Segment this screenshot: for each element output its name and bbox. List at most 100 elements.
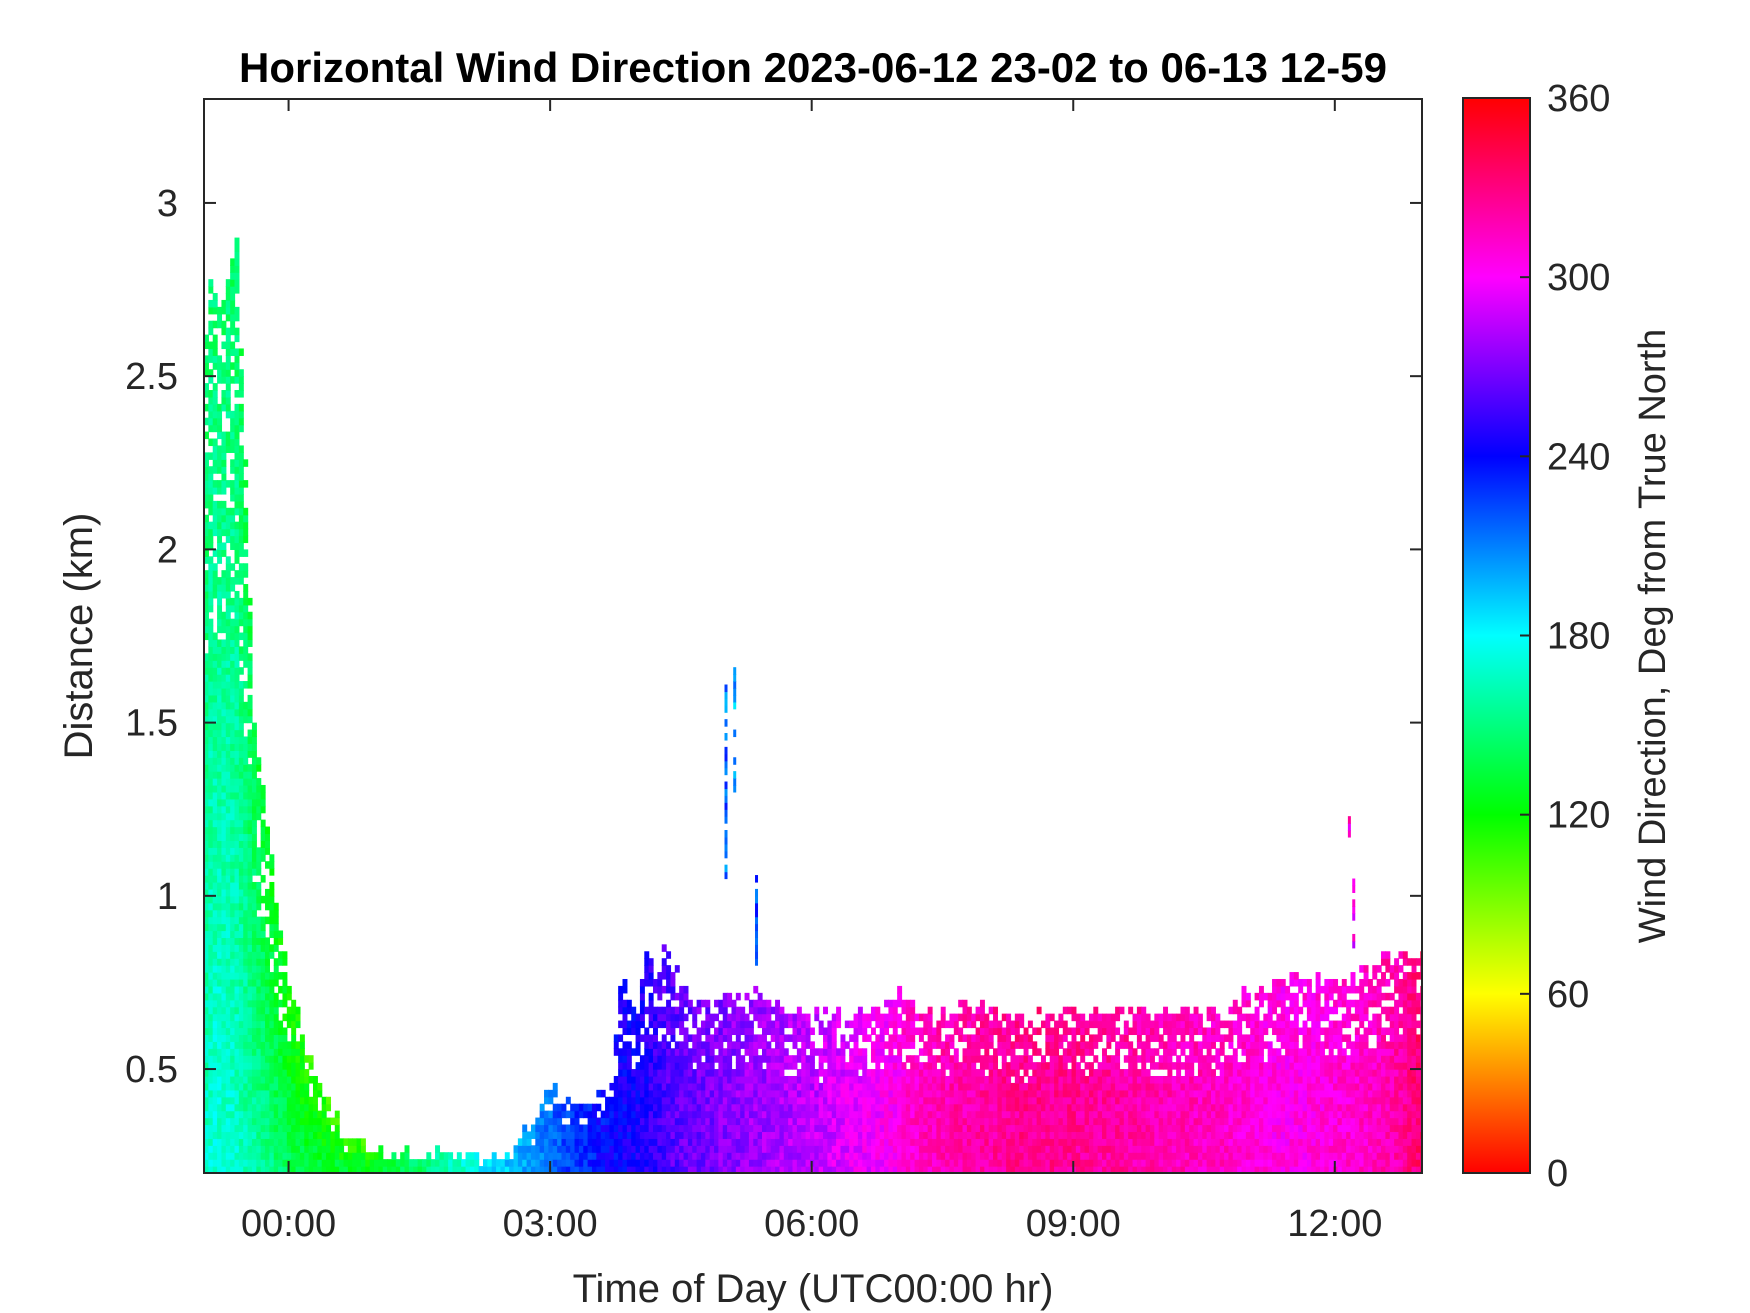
heatmap-cell [1128, 1055, 1134, 1063]
heatmap-cell [1032, 1041, 1038, 1049]
heatmap-cell [857, 1145, 863, 1153]
heatmap-cell [238, 1075, 244, 1084]
heatmap-cell [836, 1062, 842, 1070]
heatmap-cell [234, 847, 240, 855]
heatmap-cell [1036, 1145, 1042, 1153]
heatmap-cell [1036, 1166, 1042, 1173]
heatmap-cell [918, 1159, 924, 1167]
heatmap-cell [648, 1089, 654, 1098]
heatmap-cell [247, 1020, 253, 1029]
heatmap-cell [1001, 1034, 1007, 1042]
heatmap-cell [918, 1082, 924, 1091]
heatmap-cell [234, 1034, 240, 1042]
heatmap-cell [291, 1159, 297, 1167]
heatmap-cell [260, 1096, 266, 1105]
heatmap-cell [443, 1152, 449, 1160]
heatmap-cell [766, 1075, 772, 1084]
heatmap-cell [683, 1055, 689, 1063]
heatmap-cell [225, 1089, 231, 1098]
heatmap-cell [212, 708, 218, 717]
heatmap-cell [748, 1096, 754, 1105]
heatmap-cell [291, 1138, 297, 1146]
heatmap-cell [474, 1159, 480, 1167]
heatmap-cell [217, 1041, 223, 1049]
heatmap-cell [308, 1131, 314, 1139]
heatmap-cell [208, 521, 214, 530]
heatmap-cell [1110, 1145, 1116, 1153]
heatmap-cell [748, 1034, 754, 1042]
heatmap-cell [256, 868, 262, 876]
heatmap-cell [1023, 1096, 1029, 1105]
heatmap-cell [234, 909, 240, 918]
heatmap-cell [243, 875, 249, 883]
heatmap-cell [1158, 1062, 1164, 1070]
heatmap-cell [827, 1103, 833, 1112]
heatmap-cell [805, 1069, 811, 1077]
heatmap-cell [666, 1159, 672, 1167]
heatmap-cell [234, 840, 240, 848]
heatmap-cell [783, 1096, 789, 1105]
heatmap-cell [1141, 1082, 1147, 1091]
heatmap-cell [221, 722, 227, 731]
heatmap-cell [234, 528, 240, 537]
heatmap-cell [1149, 1152, 1155, 1160]
heatmap-cell [251, 909, 257, 918]
heatmap-cell [997, 1041, 1003, 1049]
heatmap-cell [805, 1103, 811, 1112]
heatmap-cell [622, 1069, 628, 1077]
heatmap-cell [243, 812, 249, 821]
heatmap-cell [221, 653, 227, 661]
heatmap-cell [1189, 1055, 1195, 1063]
heatmap-cell [204, 1152, 209, 1160]
heatmap-cell [979, 1075, 985, 1084]
heatmap-cell [234, 493, 240, 502]
heatmap-cell [953, 1159, 959, 1167]
heatmap-cell [1136, 1075, 1142, 1084]
heatmap-cell [204, 334, 209, 343]
heatmap-cell [683, 1013, 689, 1022]
heatmap-cell [831, 1069, 837, 1077]
heatmap-cell [273, 1152, 279, 1160]
heatmap-cell [1006, 1013, 1012, 1022]
heatmap-cell [238, 729, 244, 738]
heatmap-cell [836, 1069, 842, 1077]
heatmap-cell [1145, 1069, 1151, 1077]
heatmap-cell [526, 1152, 532, 1160]
heatmap-cell [897, 1089, 903, 1098]
heatmap-cell [247, 1069, 253, 1077]
heatmap-cell [888, 1075, 894, 1084]
heatmap-cell [945, 1048, 951, 1056]
heatmap-cell [1023, 1041, 1029, 1049]
heatmap-cell [1067, 1166, 1073, 1173]
heatmap-cell [1036, 1117, 1042, 1126]
heatmap-cell [631, 1124, 637, 1133]
heatmap-cell [648, 1159, 654, 1167]
heatmap-cell [653, 1124, 658, 1133]
heatmap-cell [491, 1166, 497, 1173]
heatmap-cell [670, 992, 676, 1001]
heatmap-cell [382, 1166, 388, 1173]
heatmap-cell [1001, 1166, 1007, 1173]
heatmap-cell [770, 1159, 776, 1167]
heatmap-cell [945, 1096, 951, 1105]
heatmap-cell [644, 1096, 650, 1105]
heatmap-cell [208, 625, 214, 634]
heatmap-cell [225, 653, 231, 661]
heatmap-cell [775, 999, 781, 1008]
heatmap-cell [238, 888, 244, 897]
heatmap-cell [722, 1110, 728, 1119]
heatmap-cell [251, 965, 257, 973]
heatmap-cell [230, 604, 236, 613]
heatmap-cell [204, 362, 209, 370]
heatmap-cell [605, 1103, 611, 1112]
heatmap-cell [1167, 1159, 1173, 1167]
heatmap-cell [295, 1006, 301, 1015]
heatmap-cell [940, 1048, 946, 1056]
heatmap-cell [862, 1062, 868, 1070]
heatmap-cell [988, 1027, 994, 1036]
heatmap-cell [962, 1117, 968, 1126]
heatmap-cell [979, 1006, 985, 1015]
heatmap-cell [570, 1138, 576, 1146]
heatmap-cell [836, 1096, 842, 1105]
heatmap-cell [1045, 1089, 1051, 1098]
